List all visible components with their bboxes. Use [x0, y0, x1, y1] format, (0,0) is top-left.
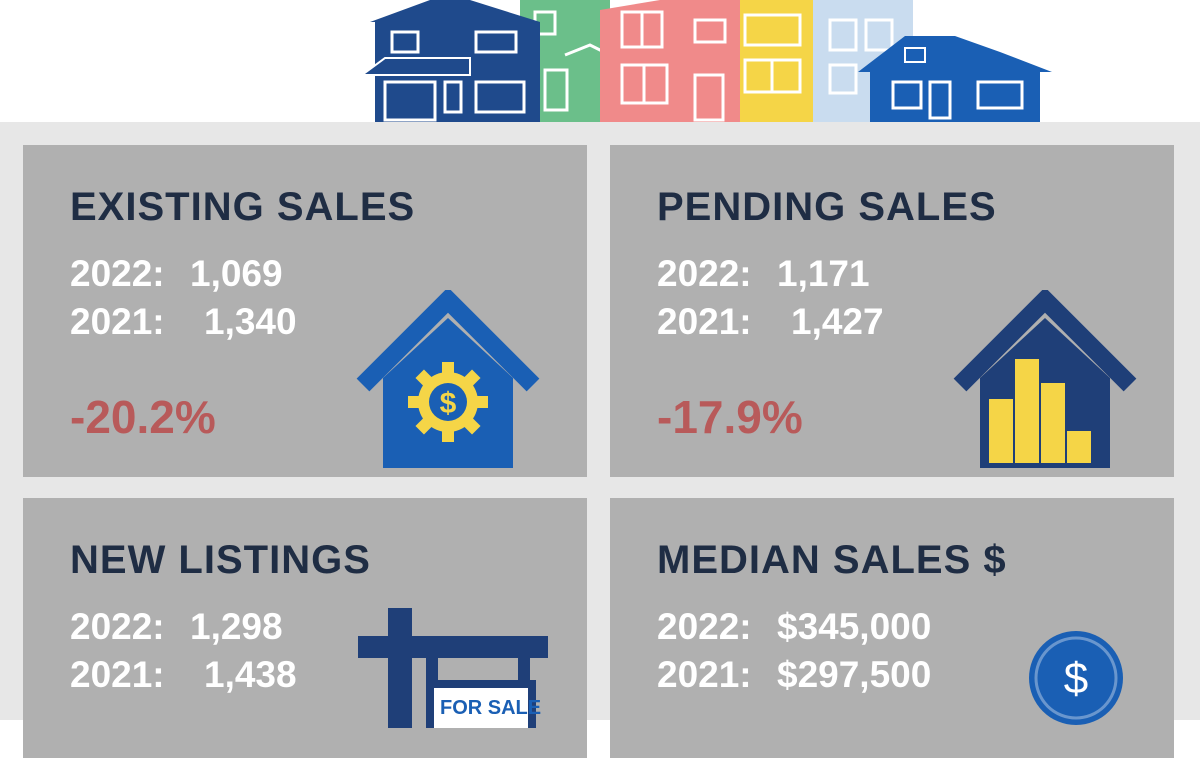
percent-change: -17.9%	[657, 391, 803, 443]
navy-house-icon	[358, 0, 540, 125]
year-label: 2021:	[657, 301, 752, 342]
pending-sales-card: PENDING SALES 2022: 1,171 2021: 1,427 -17.…	[610, 145, 1174, 477]
dollar-coin-icon: $	[1029, 631, 1123, 725]
year-value: $345,000	[777, 606, 932, 647]
sign-text: FOR SALE	[440, 697, 541, 719]
card-title: NEW LISTINGS	[70, 538, 371, 582]
year-2021-row: 2021: 1,438	[70, 654, 297, 696]
year-2021-row: 2021: 1,427	[657, 301, 884, 343]
year-label: 2022:	[657, 606, 752, 647]
new-listings-card: NEW LISTINGS 2022: 1,298 2021: 1,438 FOR S…	[23, 498, 587, 758]
house-gear-dollar-icon: $	[356, 290, 540, 468]
blue-small-house-icon	[858, 36, 1052, 125]
houses-illustration	[358, 0, 1052, 125]
for-sale-sign-icon: FOR SALE	[358, 608, 548, 728]
year-2021-row: 2021: $297,500	[657, 654, 931, 696]
year-label: 2022:	[70, 253, 165, 294]
existing-sales-card: EXISTING SALES 2022: 1,069 2021: 1,340 -20…	[23, 145, 587, 477]
year-2021-row: 2021: 1,340	[70, 301, 297, 343]
year-2022-row: 2022: 1,171	[657, 253, 870, 295]
year-label: 2022:	[70, 606, 165, 647]
year-label: 2021:	[70, 301, 165, 342]
stats-panel: EXISTING SALES 2022: 1,069 2021: 1,340 -20…	[0, 122, 1200, 758]
pink-house-icon	[600, 0, 740, 125]
percent-change: -20.2%	[70, 391, 216, 443]
year-value: 1,298	[190, 606, 283, 647]
year-value: 1,069	[190, 253, 283, 294]
yellow-house-icon	[733, 0, 813, 125]
year-2022-row: 2022: $345,000	[657, 606, 931, 648]
year-label: 2021:	[657, 654, 752, 695]
coin-symbol: $	[1064, 654, 1088, 703]
card-title: PENDING SALES	[657, 185, 997, 229]
house-bar-chart-icon	[953, 290, 1137, 468]
year-value: 1,427	[791, 301, 884, 342]
card-title: MEDIAN SALES $	[657, 538, 1007, 582]
year-2022-row: 2022: 1,298	[70, 606, 283, 648]
year-value: 1,340	[204, 301, 297, 342]
year-value: $297,500	[777, 654, 932, 695]
year-value: 1,171	[777, 253, 870, 294]
year-label: 2021:	[70, 654, 165, 695]
card-title: EXISTING SALES	[70, 185, 416, 229]
year-value: 1,438	[204, 654, 297, 695]
svg-text:$: $	[440, 387, 457, 420]
median-sales-card: MEDIAN SALES $ 2022: $345,000 2021: $297,5…	[610, 498, 1174, 758]
year-2022-row: 2022: 1,069	[70, 253, 283, 295]
year-label: 2022:	[657, 253, 752, 294]
